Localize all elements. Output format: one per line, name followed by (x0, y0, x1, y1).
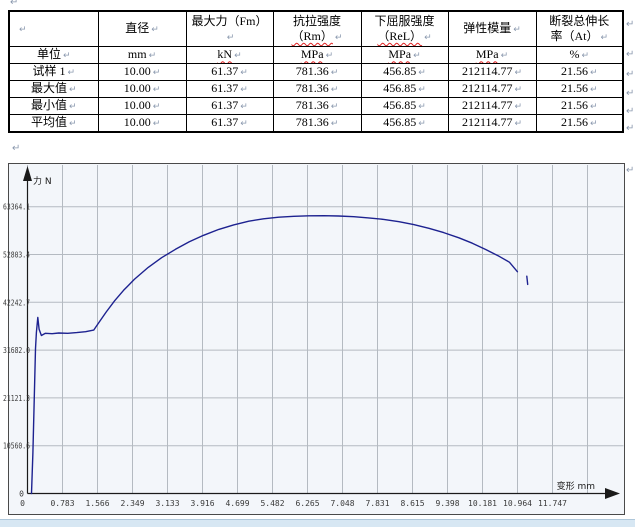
table-cell: 781.36 ↵ (272, 97, 362, 115)
header-tensile-strength: 抗拉强度 （Rm） ↵ (272, 10, 362, 47)
y-tick-label: 42242.7 (3, 298, 30, 307)
table-cell: 21.56 ↵ (535, 114, 624, 133)
row-end-mark: ↵ (626, 106, 635, 117)
x-tick-label: 0 (20, 499, 25, 508)
table-cell: 10.00 ↵ (97, 114, 187, 133)
table-cell: 781.36 ↵ (272, 63, 362, 81)
y-axis-arrow-icon (23, 166, 32, 181)
table-cell: 10.00 ↵ (97, 63, 187, 81)
table-cell: 61.37 ↵ (185, 63, 274, 81)
row-label: 单位 ↵ (8, 46, 99, 64)
table-cell: 10.00 ↵ (97, 80, 187, 98)
header-diameter: 直径 ↵ (97, 10, 187, 47)
table-cell: MPa ↵ (360, 46, 449, 64)
x-tick-label: 7.831 (365, 499, 389, 508)
table-cell: 212114.77 ↵ (447, 114, 537, 133)
table-row-min: 最小值 ↵ 10.00 ↵ 61.37 ↵ 781.36 ↵ 456.85 ↵ 21211… (8, 97, 624, 115)
header-empty-cell: ↵ (8, 10, 99, 47)
header-max-force: 最大力（Fm）↵ (185, 10, 274, 47)
row-label: 最小值 ↵ (8, 97, 99, 115)
x-axis-title: 变形 mm (557, 480, 595, 492)
window-bottom-edge (0, 519, 635, 527)
table-cell: 61.37 ↵ (185, 114, 274, 133)
x-tick-label: 7.048 (330, 499, 354, 508)
x-tick-label: 3.916 (190, 499, 214, 508)
x-tick-label: 4.699 (225, 499, 249, 508)
table-cell: 61.37 ↵ (185, 97, 274, 115)
x-tick-label: 1.566 (85, 499, 109, 508)
row-label: 最大值 ↵ (8, 80, 99, 98)
table-header-row: ↵ 直径 ↵ 最大力（Fm）↵ 抗拉强度 （Rm） ↵ 下屈服强度 （ReL） ↵ 弹性模… (8, 10, 624, 47)
x-tick-label: 5.482 (260, 499, 284, 508)
y-tick-label: 52803.4 (3, 251, 30, 260)
x-tick-label: 11.747 (538, 499, 567, 508)
x-tick-label: 0.783 (50, 499, 74, 508)
table-cell: kN ↵ (185, 46, 274, 64)
row-label: 平均值 ↵ (8, 114, 99, 133)
row-end-mark: ↵ (626, 19, 635, 30)
force-curve (30, 215, 519, 495)
y-tick-label: 10560.6 (3, 442, 30, 451)
table-cell: 21.56 ↵ (535, 97, 624, 115)
x-tick-label: 9.398 (435, 499, 459, 508)
row-end-mark: ↵ (626, 49, 635, 60)
table-row-avg: 平均值 ↵ 10.00 ↵ 61.37 ↵ 781.36 ↵ 456.85 ↵ 21211… (8, 114, 624, 133)
x-tick-label: 10.181 (468, 499, 497, 508)
table-cell: 456.85 ↵ (360, 63, 449, 81)
row-end-mark: ↵ (626, 123, 635, 134)
table-cell: 456.85 ↵ (360, 80, 449, 98)
post-break-segment (526, 275, 529, 286)
paragraph-mark: ↵ (10, 0, 19, 8)
y-tick-label: 31682.0 (3, 346, 30, 355)
y-tick-label: 21121.3 (3, 394, 30, 403)
y-tick-label: 0 (19, 490, 24, 499)
table-cell: 21.56 ↵ (535, 80, 624, 98)
x-axis-arrow-icon (605, 488, 620, 499)
paragraph-mark: ↵ (12, 143, 21, 154)
y-tick-label: 63364.1 (3, 203, 30, 212)
x-tick-label: 2.349 (120, 499, 144, 508)
table-row-max: 最大值 ↵ 10.00 ↵ 61.37 ↵ 781.36 ↵ 456.85 ↵ 21211… (8, 80, 624, 98)
force-deformation-chart: 0 10560.6 21121.3 31682.0 42242.7 52803.4 6336… (3, 163, 625, 515)
table-row-specimen1: 试样 1 ↵ 10.00 ↵ 61.37 ↵ 781.36 ↵ 456.85 ↵ 2121… (8, 63, 624, 81)
table-cell: 781.36 ↵ (272, 80, 362, 98)
table-cell: mm ↵ (97, 46, 187, 64)
table-cell: MPa ↵ (272, 46, 362, 64)
x-tick-label: 8.615 (400, 499, 424, 508)
table-cell: % ↵ (535, 46, 624, 64)
test-results-table: ↵ 直径 ↵ 最大力（Fm）↵ 抗拉强度 （Rm） ↵ 下屈服强度 （ReL） ↵ 弹性模… (8, 10, 624, 133)
table-cell: 456.85 ↵ (360, 114, 449, 133)
chart-frame (8, 163, 625, 515)
table-cell: 456.85 ↵ (360, 97, 449, 115)
header-elongation: 断裂总伸长 率（At） ↵ (535, 10, 624, 47)
row-end-mark: ↵ (626, 69, 635, 80)
table-cell: 212114.77 ↵ (447, 80, 537, 98)
table-cell: 781.36 ↵ (272, 114, 362, 133)
table-cell: 21.56 ↵ (535, 63, 624, 81)
x-tick-label: 3.133 (155, 499, 179, 508)
table-row-units: 单位 ↵ mm ↵ kN ↵ MPa ↵ MPa ↵ MPa ↵ % ↵ (8, 46, 624, 64)
x-tick-label: 6.265 (295, 499, 319, 508)
x-tick-label: 10.964 (503, 499, 532, 508)
header-lower-yield: 下屈服强度 （ReL） ↵ (360, 10, 449, 47)
table-cell: 61.37 ↵ (185, 80, 274, 98)
table-cell: 212114.77 ↵ (447, 97, 537, 115)
table-cell: 212114.77 ↵ (447, 63, 537, 81)
paragraph-mark: ↵ (626, 165, 635, 176)
header-elastic-modulus: 弹性模量 ↵ (447, 10, 537, 47)
row-label: 试样 1 ↵ (8, 63, 99, 81)
table-cell: MPa ↵ (447, 46, 537, 64)
y-axis-title: 力 N (33, 175, 52, 187)
table-cell: 10.00 ↵ (97, 97, 187, 115)
row-end-mark: ↵ (626, 88, 635, 99)
